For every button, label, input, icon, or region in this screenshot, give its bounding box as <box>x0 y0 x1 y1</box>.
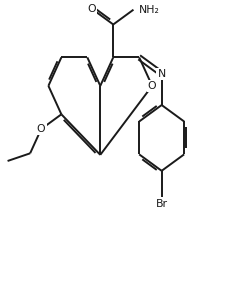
Text: O: O <box>148 81 157 91</box>
Text: Br: Br <box>156 199 168 209</box>
Text: O: O <box>88 4 96 14</box>
Text: O: O <box>37 124 45 134</box>
Text: NH₂: NH₂ <box>139 5 160 15</box>
Text: N: N <box>158 69 166 79</box>
